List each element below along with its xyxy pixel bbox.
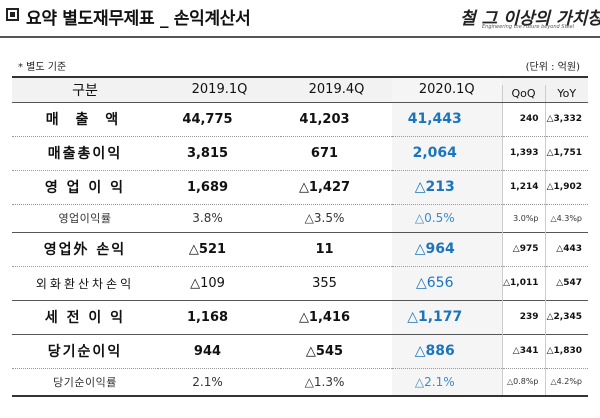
cell-yoy: △1,902 [544,170,588,205]
cell-2019-4q: 41,203 [281,102,392,137]
row-label: 외화환산차손익 [12,266,158,301]
cell-qoq: △1,011 [501,266,545,301]
cell-2019-4q: △3.5% [304,211,345,225]
cell-2019-4q: △1.3% [281,368,392,397]
cell-yoy: △4.2%p [544,368,588,397]
table-row: 영업이익률 3.8% △3.5% △0.5% 3.0%p △4.3%p [12,204,588,232]
cell-qoq: 3.0%p [501,204,545,232]
table-row: 매 출 액 44,775 41,203 41,443 240 △3,332 [12,102,588,137]
cell-qoq: △341 [501,333,545,369]
header-divider [0,36,600,38]
basis-note: * 별도 기준 [18,62,67,73]
cell-2020-1q: △1,177 [392,299,502,335]
logo-subtitle: Engineering the Future beyond Steel [482,24,574,30]
table-row: 영업外 손익 △521 11 △964 △975 △443 [12,231,588,267]
cell-2020-1q: 41,443 [392,102,502,137]
cell-2019-1q: 944 [158,333,281,369]
header-label: 구분 [12,76,158,103]
cell-2020-1q: △656 [392,266,502,301]
cell-2019-4q: 355 [281,266,392,301]
table-row: 영 업 이 익 1,689 △1,427 △213 1,214 △1,902 [12,170,588,205]
page-header: 요약 별도재무제표 _ 손익계산서 철 그 이상의 가치창조 Engineeri… [0,0,600,42]
cell-2019-1q: 2.1% [158,368,281,397]
cell-yoy: △443 [544,231,588,267]
cell-2019-4q: △1,427 [281,170,392,205]
cell-2019-4q: 11 [281,231,392,267]
income-statement-table: 구분 2019.1Q 2019.4Q 2020.1Q QoQ YoY 매 출 액… [12,76,588,397]
cell-yoy: △1,751 [544,136,588,171]
cell-2020-1q: △886 [392,333,502,369]
cell-yoy: △1,830 [544,333,588,369]
header-2019-4q: 2019.4Q [281,76,392,103]
header-qoq: QoQ [501,85,545,103]
cell-qoq: △975 [501,231,545,267]
row-label: 영업外 손익 [12,231,158,267]
table-row: 당기순이익률 2.1% △1.3% △2.1% △0.8%p △4.2%p [12,368,588,397]
logo-slogan: 철 그 이상의 가치창조 [460,9,600,29]
table-row: 당기순이익 944 △545 △886 △341 △1,830 [12,333,588,369]
row-label: 매 출 액 [12,102,158,137]
cell-2019-1q: △109 [158,266,281,301]
cell-2019-1q: △521 [158,231,281,267]
table-row: 외화환산차손익 △109 355 △656 △1,011 △547 [12,266,588,301]
cell-2020-1q: △964 [392,231,502,267]
cell-2020-1q: △213 [392,170,502,205]
cell-2019-4q: 671 [281,136,392,171]
table-subheader-row: QoQ YoY [12,85,588,103]
cell-2019-1q: 44,775 [158,102,281,137]
title-bullet-icon [6,8,19,21]
row-label: 당기순이익 [12,333,158,369]
cell-2019-4q: △545 [281,333,392,369]
header-yoy: YoY [544,85,588,103]
cell-yoy: △547 [544,266,588,301]
cell-2019-1q: 1,689 [158,170,281,205]
cell-qoq: 1,393 [501,136,545,171]
table-row: 세 전 이 익 1,168 △1,416 △1,177 239 △2,345 [12,299,588,335]
cell-2020-1q: △2.1% [392,368,502,397]
page-title: 요약 별도재무제표 _ 손익계산서 [26,9,251,29]
company-logo: 철 그 이상의 가치창조 Engineering the Future beyo… [460,4,600,34]
table-header-row: 구분 2019.1Q 2019.4Q 2020.1Q [12,76,588,103]
cell-qoq: △0.8%p [501,368,545,397]
unit-label: (단위 : 억원) [525,62,580,73]
row-label: 세 전 이 익 [12,299,158,335]
cell-qoq: 239 [501,299,545,335]
cell-2019-1q: 1,168 [158,299,281,335]
cell-2019-1q: 3.8% [192,211,223,225]
row-label: 매출총이익 [12,136,158,171]
cell-2019-4q: △1,416 [281,299,392,335]
cell-2020-1q: △0.5% [392,204,502,232]
cell-2020-1q: 2,064 [392,136,502,171]
cell-qoq: 240 [501,102,545,137]
cell-2019-1q: 3,815 [158,136,281,171]
cell-yoy: △2,345 [544,299,588,335]
header-2019-1q: 2019.1Q [158,76,281,103]
row-label: 당기순이익률 [12,368,158,397]
cell-yoy: △3,332 [544,102,588,137]
cell-qoq: 1,214 [501,170,545,205]
header-2020-1q: 2020.1Q [392,76,502,103]
row-label: 영 업 이 익 [12,170,158,205]
table-row: 매출총이익 3,815 671 2,064 1,393 △1,751 [12,136,588,171]
row-label: 영업이익률 [58,212,112,225]
cell-yoy: △4.3%p [544,204,588,232]
